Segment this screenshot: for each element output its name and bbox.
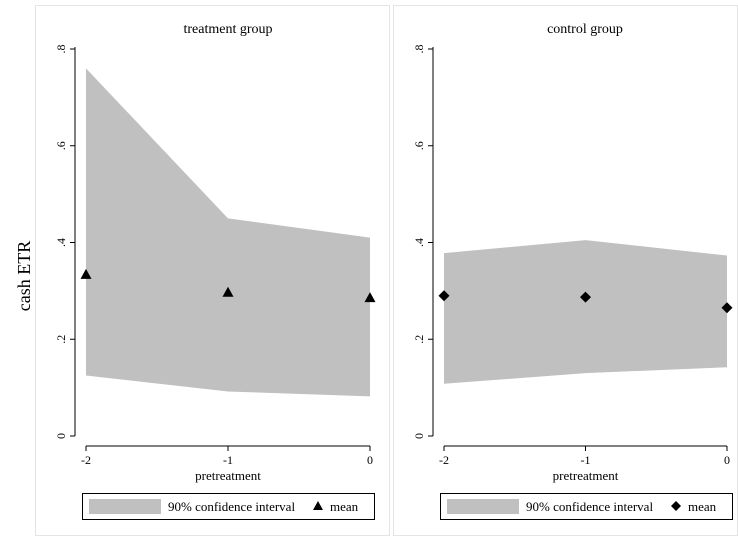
x-tick-label: -1 [581,453,591,467]
y-tick-label: .8 [54,45,68,54]
legend: 90% confidence interval mean [82,493,375,520]
mean-marker [80,268,92,279]
panel-frame [35,5,390,536]
y-tick-label: .8 [412,45,426,54]
x-tick-label: -2 [81,453,91,467]
legend-mean-label: mean [330,499,359,514]
legend-ci-label: 90% confidence interval [526,499,653,514]
x-axis-label: pretreatment [195,468,261,483]
mean-marker [721,302,733,314]
y-tick-label: .6 [412,141,426,150]
x-tick-label: 0 [724,453,730,467]
legend-ci-label: 90% confidence interval [168,499,295,514]
ci-band [86,68,370,397]
x-tick-label: 0 [367,453,373,467]
panel-treatment: treatment group 0 .2 .4 .6 .8 -2 -1 0 pretreatmen… [35,5,390,536]
y-tick-label: 0 [54,433,68,439]
legend-mean-label: mean [688,499,717,514]
x-axis-label: pretreatment [553,468,619,483]
y-tick-label: .4 [412,238,426,247]
x-tick-label: -2 [439,453,449,467]
legend-mean-marker [671,501,681,511]
y-tick-label: .4 [54,238,68,247]
legend-mean-marker [313,501,323,510]
legend-ci-swatch [447,499,519,514]
y-axis-label: cash ETR [14,241,34,311]
y-tick-label: 0 [412,433,426,439]
panel-title: treatment group [183,22,272,37]
y-tick-label: .6 [54,141,68,150]
mean-marker [438,290,450,302]
panel-title: control group [547,22,623,37]
mean-marker [580,291,591,303]
mean-marker [222,286,234,297]
mean-marker [364,292,376,303]
y-tick-label: .2 [54,335,68,344]
legend-ci-swatch [89,499,161,514]
panel-control: control group 0 .2 .4 .6 .8 -2 -1 0 pretreatment 9… [393,5,738,536]
x-tick-label: -1 [223,453,233,467]
y-tick-label: .2 [412,335,426,344]
legend: 90% confidence interval mean [440,493,733,520]
ci-band [444,240,727,384]
